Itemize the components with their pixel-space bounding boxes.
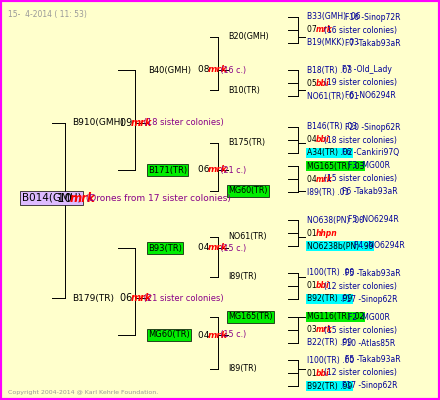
Text: (16 c.): (16 c.) [217, 66, 246, 74]
Text: 03: 03 [307, 326, 319, 334]
Text: A34(TR) .02: A34(TR) .02 [307, 148, 352, 158]
Text: (15 c.): (15 c.) [217, 244, 246, 252]
Text: bbi: bbi [315, 368, 329, 378]
Text: I89(TR): I89(TR) [228, 364, 257, 374]
Text: (12 sister colonies): (12 sister colonies) [324, 368, 397, 378]
Text: mrk: mrk [315, 26, 333, 34]
Text: (21 sister colonies): (21 sister colonies) [141, 294, 224, 302]
Text: F16 -Sinop72R: F16 -Sinop72R [345, 12, 401, 22]
Text: MG60(TR): MG60(TR) [148, 330, 190, 340]
Text: (18 sister colonies): (18 sister colonies) [324, 136, 397, 144]
Text: B20(GMH): B20(GMH) [228, 32, 269, 42]
Text: (18 sister colonies): (18 sister colonies) [141, 118, 224, 128]
Text: B40(GMH): B40(GMH) [148, 66, 191, 74]
Text: 01: 01 [307, 282, 319, 290]
Text: mrk: mrk [208, 244, 227, 252]
Text: 04: 04 [198, 330, 212, 340]
Text: F7 -Old_Lady: F7 -Old_Lady [342, 66, 392, 74]
Text: (15 sister colonies): (15 sister colonies) [324, 326, 397, 334]
Text: mrk: mrk [131, 293, 152, 303]
Text: F7 -Takab93aR: F7 -Takab93aR [345, 38, 401, 48]
Text: F5 -Takab93aR: F5 -Takab93aR [345, 356, 401, 364]
Text: mrk: mrk [315, 174, 333, 184]
Text: (15 sister colonies): (15 sister colonies) [324, 174, 397, 184]
Text: B10(TR): B10(TR) [228, 86, 260, 94]
Text: NO638(PN) .00: NO638(PN) .00 [307, 216, 364, 224]
Text: 01: 01 [307, 228, 319, 238]
Text: F6 -NO6294R: F6 -NO6294R [345, 92, 396, 100]
Text: 04: 04 [307, 174, 319, 184]
Text: I89(TR): I89(TR) [228, 272, 257, 282]
Text: 08: 08 [198, 66, 213, 74]
Text: B014(GMH): B014(GMH) [22, 193, 82, 203]
Text: mrk: mrk [208, 166, 227, 174]
Text: 09: 09 [120, 118, 136, 128]
Text: B93(TR): B93(TR) [148, 244, 182, 252]
Text: B92(TR) .99: B92(TR) .99 [307, 294, 352, 304]
Text: 06: 06 [120, 293, 136, 303]
Text: bbi: bbi [315, 282, 329, 290]
Text: 01: 01 [307, 368, 319, 378]
Text: bbi: bbi [315, 136, 329, 144]
Text: B171(TR): B171(TR) [148, 166, 187, 174]
Text: (21 c.): (21 c.) [217, 166, 246, 174]
Text: I89(TR) .01: I89(TR) .01 [307, 188, 349, 196]
Text: (12 sister colonies): (12 sister colonies) [324, 282, 397, 290]
Text: B92(TR) .99: B92(TR) .99 [307, 382, 352, 390]
Text: bbi: bbi [315, 78, 329, 88]
Text: 10: 10 [57, 192, 76, 204]
Text: 04: 04 [198, 244, 212, 252]
Text: MG116(TR) .02: MG116(TR) .02 [307, 312, 364, 322]
Text: B33(GMH) .06: B33(GMH) .06 [307, 12, 361, 22]
Text: 06: 06 [198, 166, 213, 174]
Text: MG60(TR): MG60(TR) [228, 186, 268, 196]
Text: mrk: mrk [315, 326, 333, 334]
Text: B22(TR) .99: B22(TR) .99 [307, 338, 352, 348]
Text: F2 -MG00R: F2 -MG00R [348, 312, 390, 322]
Text: F5 -NO6294R: F5 -NO6294R [348, 216, 399, 224]
Text: NO61(TR) .01: NO61(TR) .01 [307, 92, 359, 100]
Text: NO61(TR): NO61(TR) [228, 232, 267, 242]
Text: MG165(TR) .03: MG165(TR) .03 [307, 162, 364, 170]
Text: Copyright 2004-2014 @ Karl Kehrle Foundation.: Copyright 2004-2014 @ Karl Kehrle Founda… [8, 390, 158, 395]
Text: F20 -Sinop62R: F20 -Sinop62R [345, 122, 401, 132]
Text: B179(TR): B179(TR) [72, 294, 114, 302]
Text: 07: 07 [307, 26, 319, 34]
Text: F17 -Sinop62R: F17 -Sinop62R [342, 382, 398, 390]
Text: (15 c.): (15 c.) [217, 330, 246, 340]
Text: (19 sister colonies): (19 sister colonies) [324, 78, 397, 88]
Text: F4 -NO6294R: F4 -NO6294R [354, 242, 405, 250]
Text: NO6238b(PN) .99: NO6238b(PN) .99 [307, 242, 374, 250]
Text: B19(MKK) .03: B19(MKK) .03 [307, 38, 359, 48]
Text: F6 -Cankiri97Q: F6 -Cankiri97Q [342, 148, 400, 158]
Text: I100(TR) .00: I100(TR) .00 [307, 356, 354, 364]
Text: B175(TR): B175(TR) [228, 138, 265, 148]
Text: mrk: mrk [131, 118, 152, 128]
Text: 04: 04 [307, 136, 319, 144]
Text: mrk: mrk [208, 330, 227, 340]
Text: B146(TR) .03: B146(TR) .03 [307, 122, 357, 132]
Text: mrk: mrk [70, 192, 95, 204]
Text: F6 -Takab93aR: F6 -Takab93aR [342, 188, 398, 196]
Text: 15-  4-2014 ( 11: 53): 15- 4-2014 ( 11: 53) [8, 10, 87, 19]
Text: F10 -Atlas85R: F10 -Atlas85R [342, 338, 396, 348]
Text: mrk: mrk [208, 66, 227, 74]
Text: F17 -Sinop62R: F17 -Sinop62R [342, 294, 398, 304]
Text: I100(TR) .00: I100(TR) .00 [307, 268, 354, 278]
Text: F5 -Takab93aR: F5 -Takab93aR [345, 268, 401, 278]
Text: (16 sister colonies): (16 sister colonies) [324, 26, 397, 34]
Text: hhpn: hhpn [315, 228, 337, 238]
Text: B18(TR) .03: B18(TR) .03 [307, 66, 352, 74]
Text: F3 -MG00R: F3 -MG00R [348, 162, 390, 170]
Text: (Drones from 17 sister colonies): (Drones from 17 sister colonies) [83, 194, 231, 202]
Text: 05: 05 [307, 78, 319, 88]
Text: MG165(TR): MG165(TR) [228, 312, 273, 322]
Text: B910(GMH): B910(GMH) [72, 118, 124, 128]
